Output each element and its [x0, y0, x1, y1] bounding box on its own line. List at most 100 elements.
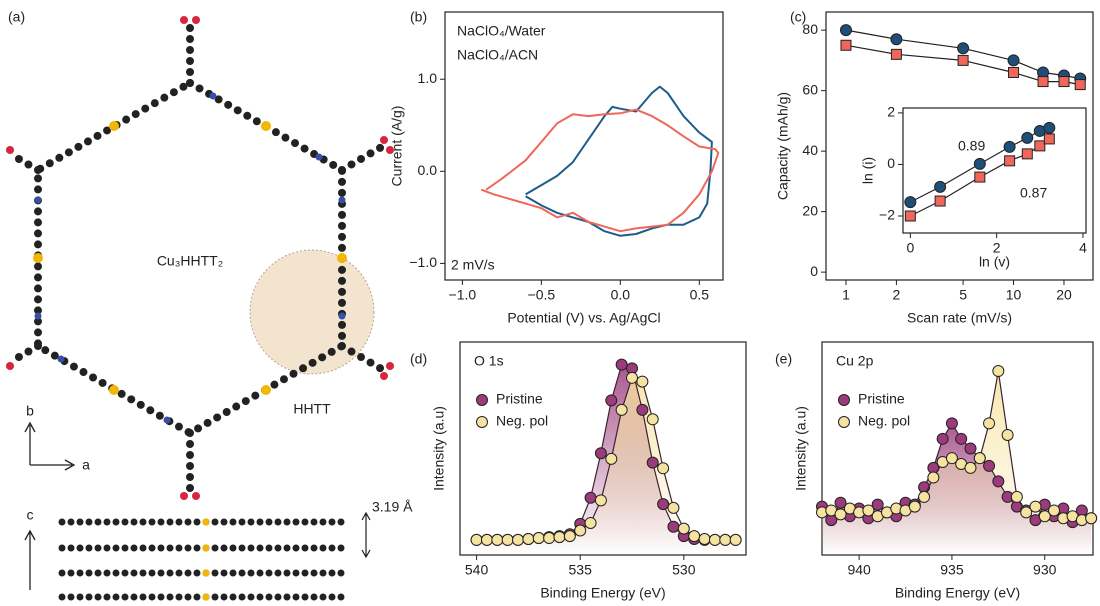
structure-panel: (a) Cu₃HHTT₂ HHTT b a c 3. [6, 9, 413, 601]
chart-panel: −1.0 −0.5 0.0 0.5 −1.0 0.0 1.0 Potential (V) vs… [389, 9, 724, 326]
data-marker [646, 413, 659, 426]
data-marker [543, 532, 556, 545]
x-tick-label: −0.5 [528, 287, 556, 303]
series-line [480, 108, 720, 233]
data-marker [957, 54, 969, 66]
data-marker [955, 432, 968, 445]
x-tick-label: 0.5 [690, 287, 710, 303]
data-marker [1008, 66, 1020, 78]
data-marker [1043, 121, 1056, 134]
data-marker [470, 533, 483, 546]
legend-label: Pristine [858, 391, 905, 407]
legend-label: Neg. pol [858, 413, 910, 429]
data-marker [1003, 140, 1016, 153]
data-marker [626, 371, 639, 384]
y-axis-label: Intensity (a.u) [793, 406, 809, 491]
stacked-copper [202, 518, 210, 601]
y-tick-label: 0.0 [418, 162, 438, 178]
series-line [525, 85, 713, 237]
linker-highlight [249, 249, 375, 375]
annotation: 2 mV/s [451, 257, 495, 273]
data-marker [1085, 512, 1098, 525]
y-tick-label: 20 [802, 202, 818, 218]
data-marker [563, 530, 576, 543]
data-marker [945, 417, 958, 430]
data-marker [491, 533, 504, 546]
lattice-axes [24, 421, 76, 471]
data-marker [973, 452, 986, 465]
data-marker [657, 498, 670, 511]
panel-label: (b) [410, 9, 427, 25]
data-marker [1020, 506, 1033, 519]
data-marker [657, 462, 670, 475]
x-tick-label: 2 [893, 287, 901, 303]
legend-label: Pristine [496, 391, 543, 407]
x-tick-label: 0.0 [611, 287, 631, 303]
x-axis-label: Binding Energy (eV) [895, 585, 1020, 601]
data-marker [667, 520, 680, 533]
data-marker [636, 375, 649, 388]
axis-a-label: a [82, 457, 90, 473]
data-marker [553, 531, 566, 544]
legend-marker [838, 416, 850, 428]
x-tick-label: 1 [842, 287, 850, 303]
x-tick-label: 530 [672, 562, 696, 578]
data-marker [594, 494, 607, 507]
data-marker [480, 533, 493, 546]
data-marker [973, 157, 986, 170]
data-marker [964, 461, 977, 474]
panel-label: (d) [410, 351, 427, 367]
data-marker [890, 33, 903, 46]
data-marker [904, 196, 917, 209]
data-marker [983, 459, 996, 472]
data-marker [934, 195, 946, 207]
y-tick-label: −2 [879, 207, 895, 223]
oxygen-atoms [6, 16, 394, 500]
data-marker [677, 522, 690, 535]
data-marker [605, 394, 618, 407]
data-marker [584, 491, 597, 504]
data-marker [688, 530, 701, 543]
slope-label: 0.89 [958, 138, 985, 154]
data-marker [1074, 79, 1086, 91]
data-marker [964, 442, 977, 455]
data-marker [667, 501, 680, 514]
legend-marker [838, 394, 850, 406]
panel-label: (c) [790, 9, 806, 25]
data-marker [1001, 428, 1014, 441]
data-marker [532, 532, 545, 545]
x-axis-label: ln (v) [979, 254, 1010, 270]
x-tick-label: 20 [1056, 287, 1072, 303]
framework-label: Cu₃HHTT₂ [157, 253, 223, 269]
chart-panel: 940 935 930 Binding Energy (eV) Intensity (a… [775, 341, 1098, 601]
data-marker [840, 39, 852, 51]
data-marker [992, 365, 1005, 378]
slope-label: 0.87 [1020, 185, 1047, 201]
data-marker [839, 24, 852, 37]
data-marker [729, 533, 742, 546]
legend-label: Neg. pol [496, 413, 548, 429]
stacking-axis [24, 529, 36, 590]
y-tick-label: 0 [887, 155, 895, 171]
data-marker [918, 490, 931, 503]
data-marker [890, 48, 902, 60]
data-marker [871, 498, 884, 511]
data-marker [698, 532, 711, 545]
data-marker [584, 516, 597, 529]
panel-title: Cu 2p [836, 353, 874, 369]
data-marker [834, 508, 847, 521]
x-tick-label: 535 [569, 562, 593, 578]
y-axis-label: Current (A/g) [389, 106, 405, 187]
x-tick-label: 540 [465, 562, 489, 578]
data-marker [646, 456, 659, 469]
x-axis-label: Potential (V) vs. Ag/AgCl [507, 310, 660, 326]
data-marker [594, 447, 607, 460]
data-marker [1010, 490, 1023, 503]
copper-atoms [33, 121, 347, 395]
data-marker [936, 432, 949, 445]
legend-label: NaClO₄/Water [457, 23, 546, 39]
x-tick-label: 4 [1079, 240, 1087, 256]
data-marker [501, 533, 514, 546]
